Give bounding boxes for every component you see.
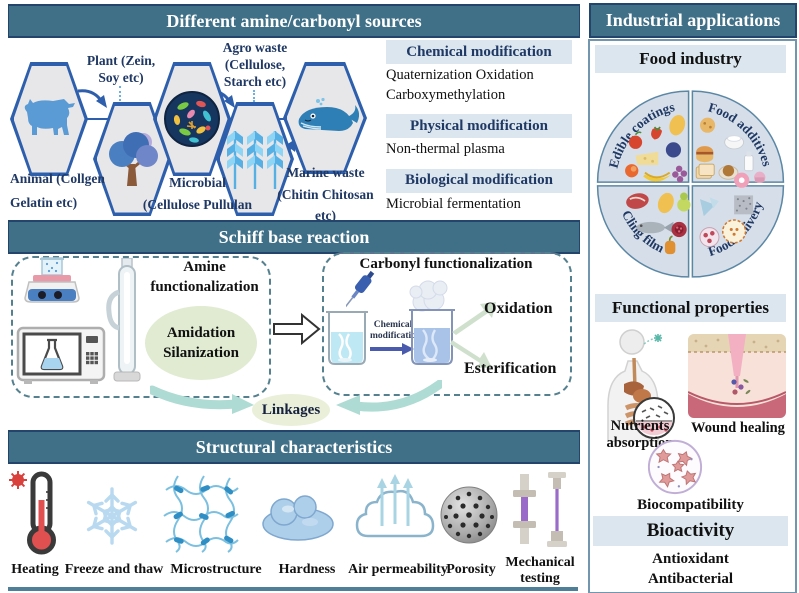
modification-list: Chemical modification Quaternization Oxi… [386, 40, 572, 214]
beaker-dark-icon [409, 309, 455, 365]
cling-film-foods [626, 192, 691, 255]
condenser-column-icon [106, 258, 141, 382]
microstructure-label: Microstructure [170, 562, 262, 577]
structural-section-header: Structural characteristics [8, 430, 580, 464]
porous-sphere-icon [440, 486, 498, 544]
microbes-icon [164, 91, 220, 147]
oxidation-label: Oxidation [484, 300, 553, 317]
linkage-arrow-left-icon [150, 385, 254, 414]
chem-mod-arrow-icon [370, 343, 414, 355]
cow-icon [24, 99, 75, 135]
block-arrow-icon [273, 312, 321, 346]
thermometer-icon [9, 471, 56, 555]
edible-coatings-foods [625, 115, 688, 183]
schiff-section-header: Schiff base reaction [8, 220, 580, 254]
heating-label: Heating [11, 562, 59, 577]
hexagon-marine [283, 62, 367, 174]
pipette-icon [346, 270, 375, 308]
freeze-thaw-label: Freeze and thaw [64, 562, 164, 577]
label-plant: Plant (Zein, Soy etc) [86, 53, 156, 85]
food-additives-foods [695, 117, 766, 188]
amine-functionalization-title: Amine functionalization [150, 259, 259, 295]
linkages-label: Linkages [261, 401, 321, 418]
nutrients-absorption-label: Nutrients absorption [606, 418, 674, 451]
microwave-icon [16, 326, 106, 384]
wheat-icon [227, 129, 285, 191]
food-industry-title: Food industry [595, 45, 786, 73]
antibacterial-label: Antibacterial [648, 571, 733, 587]
hexagon-animal [10, 62, 88, 176]
carbonyl-functionalization-title: Carbonyl functionalization [359, 256, 533, 272]
cells-circle-icon [647, 439, 703, 495]
industrial-section-header: Industrial applications [589, 3, 797, 38]
beaker-light-icon [326, 311, 368, 365]
functional-properties-title: Functional properties [595, 294, 786, 322]
physical-modification-line: Non-thermal plasma [386, 141, 505, 158]
hardness-label: Hardness [278, 562, 336, 577]
linkage-arrow-right-icon [336, 380, 442, 415]
industrial-header-text: Industrial applications [605, 10, 781, 30]
schiff-header-text: Schiff base reaction [218, 226, 370, 247]
wound-healing-label: Wound healing [691, 420, 785, 436]
linkages-bubble: Linkages [252, 394, 330, 426]
food-industry-pie: Edible coatings Food additives Cling fil… [596, 90, 785, 278]
structural-header-text: Structural characteristics [195, 436, 393, 457]
amine-reactions-bubble: Amidation Silanization [145, 306, 257, 380]
biological-modification-line: Microbial fermentation [386, 195, 521, 212]
label-marine: Marine waste (Chitin Chitosan etc) [277, 165, 374, 224]
biocompatibility-label: Biocompatibility [637, 497, 744, 513]
oxidation-arrow-icon [452, 302, 496, 335]
bioactivity-title: Bioactivity [593, 516, 788, 546]
esterification-arrow-icon [450, 340, 492, 368]
chemical-modification-line: Carboxymethylation [386, 86, 506, 103]
antioxidant-label: Antioxidant [652, 551, 729, 567]
silanization-label: Silanization [163, 344, 239, 361]
amidation-label: Amidation [166, 324, 236, 341]
flow-arrow-icon [77, 89, 107, 108]
label-animal: Animal (Collgen Gelatin etc) [10, 171, 105, 211]
dotted-connector [119, 86, 121, 101]
gel-blob-icon [262, 495, 334, 541]
sources-header-text: Different amine/carbonyl sources [166, 10, 422, 31]
esterification-label: Esterification [464, 360, 557, 377]
snowflake-icon [83, 487, 141, 545]
tensile-tester-icon [513, 472, 567, 547]
label-agro: Agro waste (Cellulose, Starch etc) [222, 40, 288, 89]
sources-section-header: Different amine/carbonyl sources [8, 4, 580, 38]
polymer-network-icon [163, 475, 239, 553]
chemical-modification-arrow-label: Chemical modification [370, 320, 422, 342]
tree-icon [109, 132, 158, 186]
breathable-cloud-icon [355, 474, 435, 538]
physical-modification-title: Physical modification [386, 114, 572, 139]
bottom-divider [8, 587, 578, 591]
whale-icon [298, 97, 359, 131]
porosity-label: Porosity [446, 562, 496, 577]
chemical-modification-title: Chemical modification [386, 40, 572, 64]
mechanical-testing-label: Mechanical testing [505, 555, 575, 587]
biological-modification-title: Biological modification [386, 168, 572, 193]
magnetic-stirrer-icon [24, 257, 80, 303]
dotted-connector [253, 90, 255, 102]
chemical-modification-line: Quaternization Oxidation [386, 67, 534, 83]
digestive-system-icon [607, 329, 675, 442]
food-delivery-foods [699, 195, 754, 248]
air-permeability-label: Air permeability [348, 562, 448, 577]
wound-cross-section-icon [688, 334, 786, 418]
